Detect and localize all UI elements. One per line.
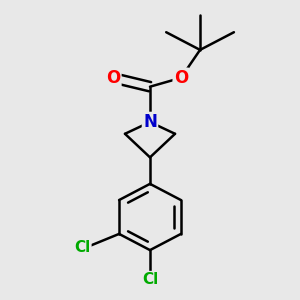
Text: O: O <box>174 69 188 87</box>
Text: Cl: Cl <box>74 240 90 255</box>
Text: N: N <box>143 113 157 131</box>
Text: Cl: Cl <box>142 272 158 287</box>
Text: O: O <box>106 69 120 87</box>
